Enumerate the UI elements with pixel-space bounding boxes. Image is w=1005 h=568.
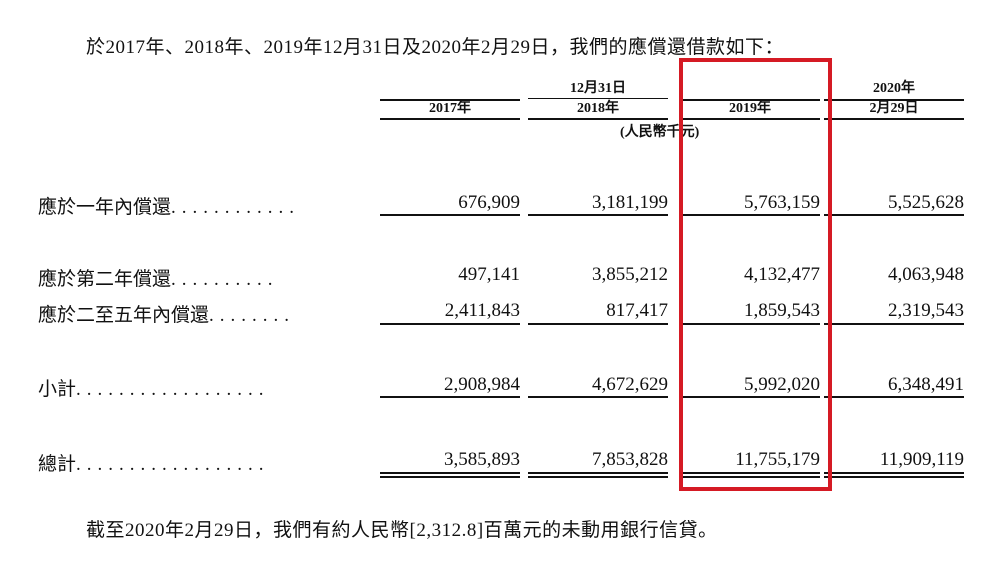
header-col-2020-line1: 2020年 [873, 81, 915, 96]
intro-text: 於2017年、2018年、2019年12月31日及2020年2月29日，我們的應… [86, 37, 785, 58]
cell-2019: 5,992,020 [744, 374, 820, 395]
cell-2017: 3,585,893 [444, 449, 520, 470]
cell-2020: 11,909,119 [879, 449, 964, 470]
row-rule [528, 396, 668, 398]
total-rule-top [680, 472, 820, 474]
cell-2018: 817,417 [606, 300, 668, 321]
header-rule-2017-top [380, 99, 520, 101]
header-rule-2019-top [680, 99, 820, 101]
header-rule-2018 [528, 118, 668, 120]
header-rule-2017 [380, 118, 520, 120]
cell-2020: 5,525,628 [888, 192, 964, 213]
row-label: 應於一年內償還............ [38, 197, 301, 218]
cell-2020: 4,063,948 [888, 264, 964, 285]
header-group-label: 12月31日 [570, 81, 626, 96]
row-rule [380, 323, 520, 325]
header-rule-2020 [824, 118, 964, 120]
cell-2018: 3,855,212 [592, 264, 668, 285]
row-rule [824, 396, 964, 398]
cell-2019: 4,132,477 [744, 264, 820, 285]
row-rule [380, 396, 520, 398]
row-rule [680, 323, 820, 325]
cell-2019: 5,763,159 [744, 192, 820, 213]
total-rule-bottom [528, 476, 668, 478]
header-group-rule [528, 98, 668, 99]
row-rule [824, 214, 964, 216]
total-rule-bottom [680, 476, 820, 478]
cell-2018: 4,672,629 [592, 374, 668, 395]
header-rule-2019 [680, 118, 820, 120]
cell-2020: 6,348,491 [888, 374, 964, 395]
total-rule-top [824, 472, 964, 474]
total-rule-bottom [380, 476, 520, 478]
header-col-2018: 2018年 [577, 101, 619, 116]
cell-2018: 3,181,199 [592, 192, 668, 213]
header-col-2017: 2017年 [429, 101, 471, 116]
row-rule [380, 214, 520, 216]
row-rule [680, 214, 820, 216]
row-rule [824, 323, 964, 325]
cell-2017: 497,141 [458, 264, 520, 285]
row-rule [528, 323, 668, 325]
row-rule [680, 396, 820, 398]
cell-2017: 2,411,843 [444, 300, 520, 321]
highlight-box-2019 [679, 58, 832, 491]
cell-2017: 676,909 [458, 192, 520, 213]
cell-2019: 1,859,543 [744, 300, 820, 321]
header-col-2019: 2019年 [729, 101, 771, 116]
cell-2019: 11,755,179 [735, 449, 820, 470]
cell-2018: 7,853,828 [592, 449, 668, 470]
total-rule-bottom [824, 476, 964, 478]
row-label-subtotal: 小計.................. [38, 379, 270, 400]
total-rule-top [380, 472, 520, 474]
footer-text: 截至2020年2月29日，我們有約人民幣[2,312.8]百萬元的未動用銀行信貸… [86, 520, 718, 541]
row-label: 應於二至五年內償還........ [38, 305, 296, 326]
cell-2017: 2,908,984 [444, 374, 520, 395]
cell-2020: 2,319,543 [888, 300, 964, 321]
header-rule-2020-top [824, 99, 964, 101]
total-rule-top [528, 472, 668, 474]
row-label-total: 總計.................. [38, 454, 270, 475]
row-rule [528, 214, 668, 216]
header-col-2020-line2: 2月29日 [869, 101, 919, 116]
row-label: 應於第二年償還.......... [38, 269, 279, 290]
